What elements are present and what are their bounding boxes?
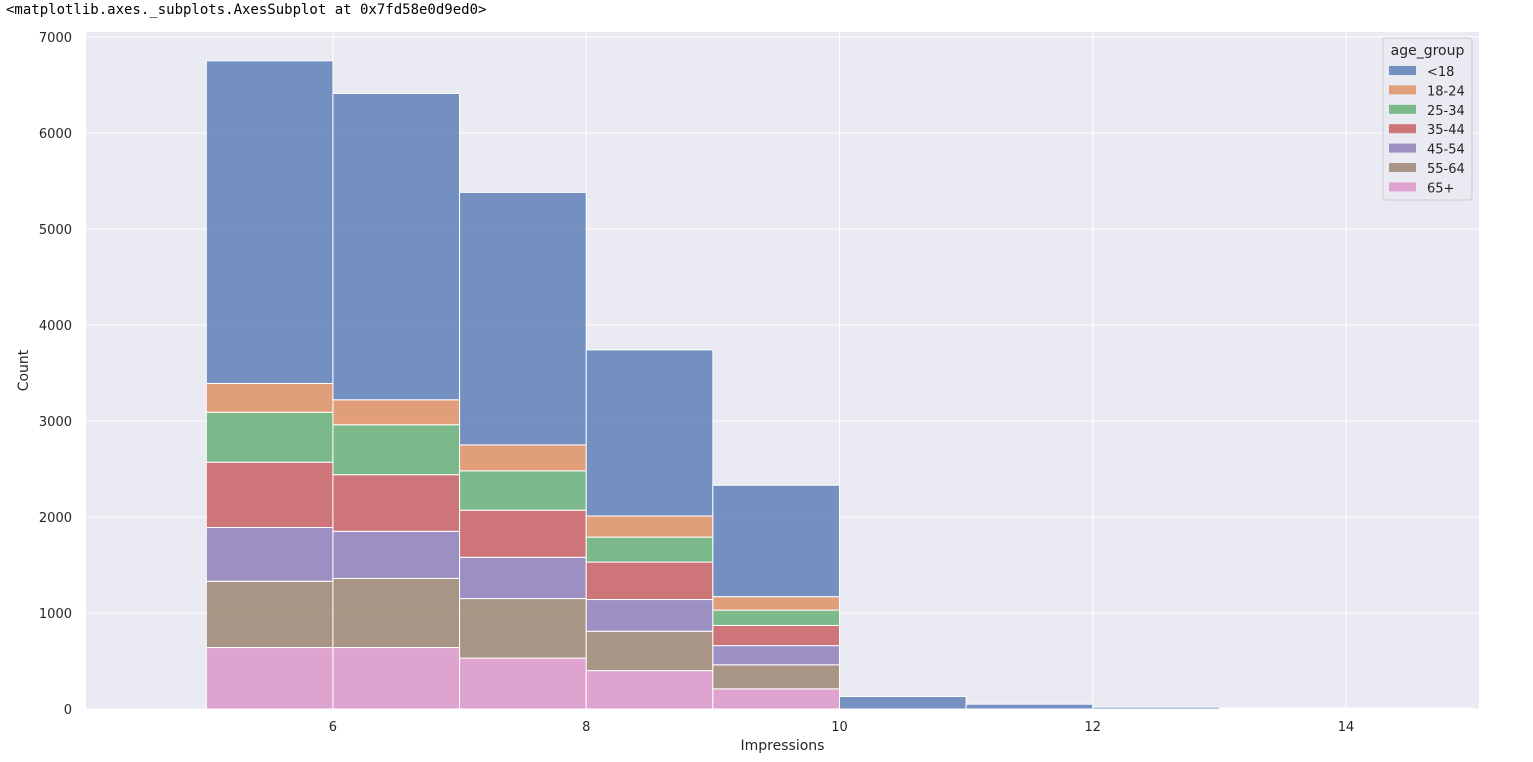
legend-label: 25-34 — [1427, 104, 1465, 119]
legend-label: 55-64 — [1427, 162, 1465, 177]
x-tick-label: 8 — [582, 720, 590, 735]
y-tick-label: 0 — [64, 703, 72, 718]
bar-segment — [205, 580, 334, 649]
y-tick-labels: 0 1000 2000 3000 4000 5000 6000 7000 — [39, 31, 72, 718]
legend-item: 35-44 — [1389, 123, 1465, 138]
y-tick-label: 2000 — [39, 511, 72, 526]
legend-items: <18 18-24 25-34 35-44 45-54 55-64 65+ — [1389, 65, 1465, 196]
bar-segment — [459, 556, 587, 600]
legend-swatch — [1389, 104, 1416, 114]
bar-segment — [585, 349, 714, 517]
series-<18 — [205, 60, 1474, 710]
bar-segment — [585, 515, 714, 538]
legend-item: 18-24 — [1389, 84, 1465, 99]
cell-output-repr: <matplotlib.axes._subplots.AxesSubplot a… — [6, 2, 487, 18]
y-tick-label: 6000 — [39, 127, 72, 142]
legend-label: 35-44 — [1427, 123, 1465, 138]
series-55-64 — [205, 577, 840, 690]
bar-segment — [332, 474, 461, 532]
legend-item: 25-34 — [1389, 104, 1465, 119]
bar-segment — [459, 509, 587, 558]
legend: age_group <18 18-24 25-34 35-44 45-54 55-64 65… — [1382, 37, 1473, 201]
bar-segment — [205, 647, 334, 710]
bar-segment — [585, 599, 714, 632]
bar-segment — [712, 484, 840, 598]
legend-item: 55-64 — [1389, 162, 1465, 177]
bar-segment — [712, 624, 840, 647]
bar-segment — [205, 382, 334, 413]
legend-swatch — [1389, 163, 1416, 172]
legend-title: age_group — [1391, 43, 1465, 59]
legend-swatch — [1389, 124, 1416, 134]
bar-segment — [332, 647, 461, 710]
bar-segment — [332, 92, 461, 401]
legend-swatch — [1389, 85, 1416, 95]
bar-segment — [712, 596, 840, 611]
bar-segment — [585, 670, 714, 710]
bar-segment — [585, 536, 714, 563]
bar-segment — [712, 688, 840, 710]
series-25-34 — [205, 411, 840, 626]
bar-segment — [205, 461, 334, 529]
series-35-44 — [205, 461, 840, 647]
x-tick-label: 10 — [831, 720, 848, 735]
bar-segment — [1092, 706, 1220, 710]
bar-segment — [585, 561, 714, 601]
legend-item: 45-54 — [1389, 143, 1465, 158]
x-tick-label: 12 — [1084, 720, 1101, 735]
bar-segment — [459, 444, 587, 472]
legend-label: <18 — [1427, 65, 1454, 80]
x-tick-label: 14 — [1338, 720, 1355, 735]
bar-segment — [585, 630, 714, 672]
bar-segment — [1218, 707, 1347, 710]
x-tick-labels: 6 8 10 12 14 — [329, 720, 1355, 735]
legend-label: 65+ — [1427, 181, 1454, 196]
y-tick-label: 4000 — [39, 319, 72, 334]
y-axis-label: Count — [16, 349, 32, 391]
bar-segment — [712, 664, 840, 690]
series-18-24 — [205, 382, 840, 611]
x-axis-label: Impressions — [741, 738, 825, 754]
bar-segment — [205, 411, 334, 463]
series-45-54 — [205, 527, 840, 666]
bar-segment — [712, 609, 840, 626]
y-tick-label: 1000 — [39, 607, 72, 622]
bar-segment — [332, 399, 461, 426]
bar-segment — [712, 645, 840, 666]
bar-segment — [838, 696, 967, 710]
legend-box — [1382, 37, 1473, 201]
y-tick-label: 5000 — [39, 223, 72, 238]
bar-segment — [332, 530, 461, 579]
bar-segment — [459, 470, 587, 511]
y-tick-label: 3000 — [39, 415, 72, 430]
bar-segment — [965, 703, 1094, 710]
legend-swatch — [1389, 182, 1416, 192]
series-65+ — [205, 647, 840, 710]
bar-segment — [459, 657, 587, 710]
bar-segment — [332, 577, 461, 649]
x-tick-label: 6 — [329, 720, 337, 735]
bar-segment — [459, 191, 587, 446]
bar-segment — [205, 60, 334, 384]
y-tick-label: 7000 — [39, 31, 72, 46]
legend-swatch — [1389, 143, 1416, 153]
bar-segment — [1345, 707, 1474, 710]
legend-item: 65+ — [1389, 181, 1454, 196]
bar-segment — [332, 424, 461, 476]
legend-label: 18-24 — [1427, 84, 1465, 99]
legend-swatch — [1389, 66, 1416, 75]
bar-segment — [205, 527, 334, 582]
legend-label: 45-54 — [1427, 143, 1465, 158]
bars — [205, 60, 1474, 710]
legend-item: <18 — [1389, 65, 1454, 80]
bar-segment — [459, 598, 587, 659]
